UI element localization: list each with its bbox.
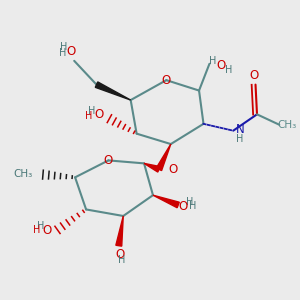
Text: O: O	[249, 69, 259, 82]
Polygon shape	[156, 144, 171, 171]
Polygon shape	[144, 164, 160, 172]
Text: CH₃: CH₃	[13, 169, 33, 179]
Text: O: O	[67, 45, 76, 58]
Text: H: H	[58, 47, 66, 58]
Text: H: H	[60, 42, 68, 52]
Text: O: O	[169, 164, 178, 176]
Text: H: H	[88, 106, 96, 116]
Text: H: H	[225, 65, 232, 75]
Text: O: O	[104, 154, 113, 167]
Text: O: O	[178, 200, 187, 213]
Text: H: H	[33, 225, 41, 235]
Text: O: O	[216, 59, 225, 72]
Polygon shape	[95, 82, 131, 100]
Polygon shape	[116, 216, 123, 246]
Text: H: H	[118, 255, 125, 265]
Text: H: H	[189, 202, 196, 212]
Text: O: O	[116, 248, 125, 261]
Text: O: O	[43, 224, 52, 237]
Text: H: H	[186, 197, 193, 207]
Text: H: H	[209, 56, 216, 66]
Text: H: H	[85, 111, 93, 121]
Polygon shape	[153, 195, 179, 208]
Text: N: N	[236, 123, 244, 136]
Text: O: O	[162, 74, 171, 87]
Text: O: O	[94, 108, 103, 122]
Text: H: H	[236, 134, 243, 144]
Text: H: H	[37, 221, 44, 231]
Text: CH₃: CH₃	[277, 120, 296, 130]
